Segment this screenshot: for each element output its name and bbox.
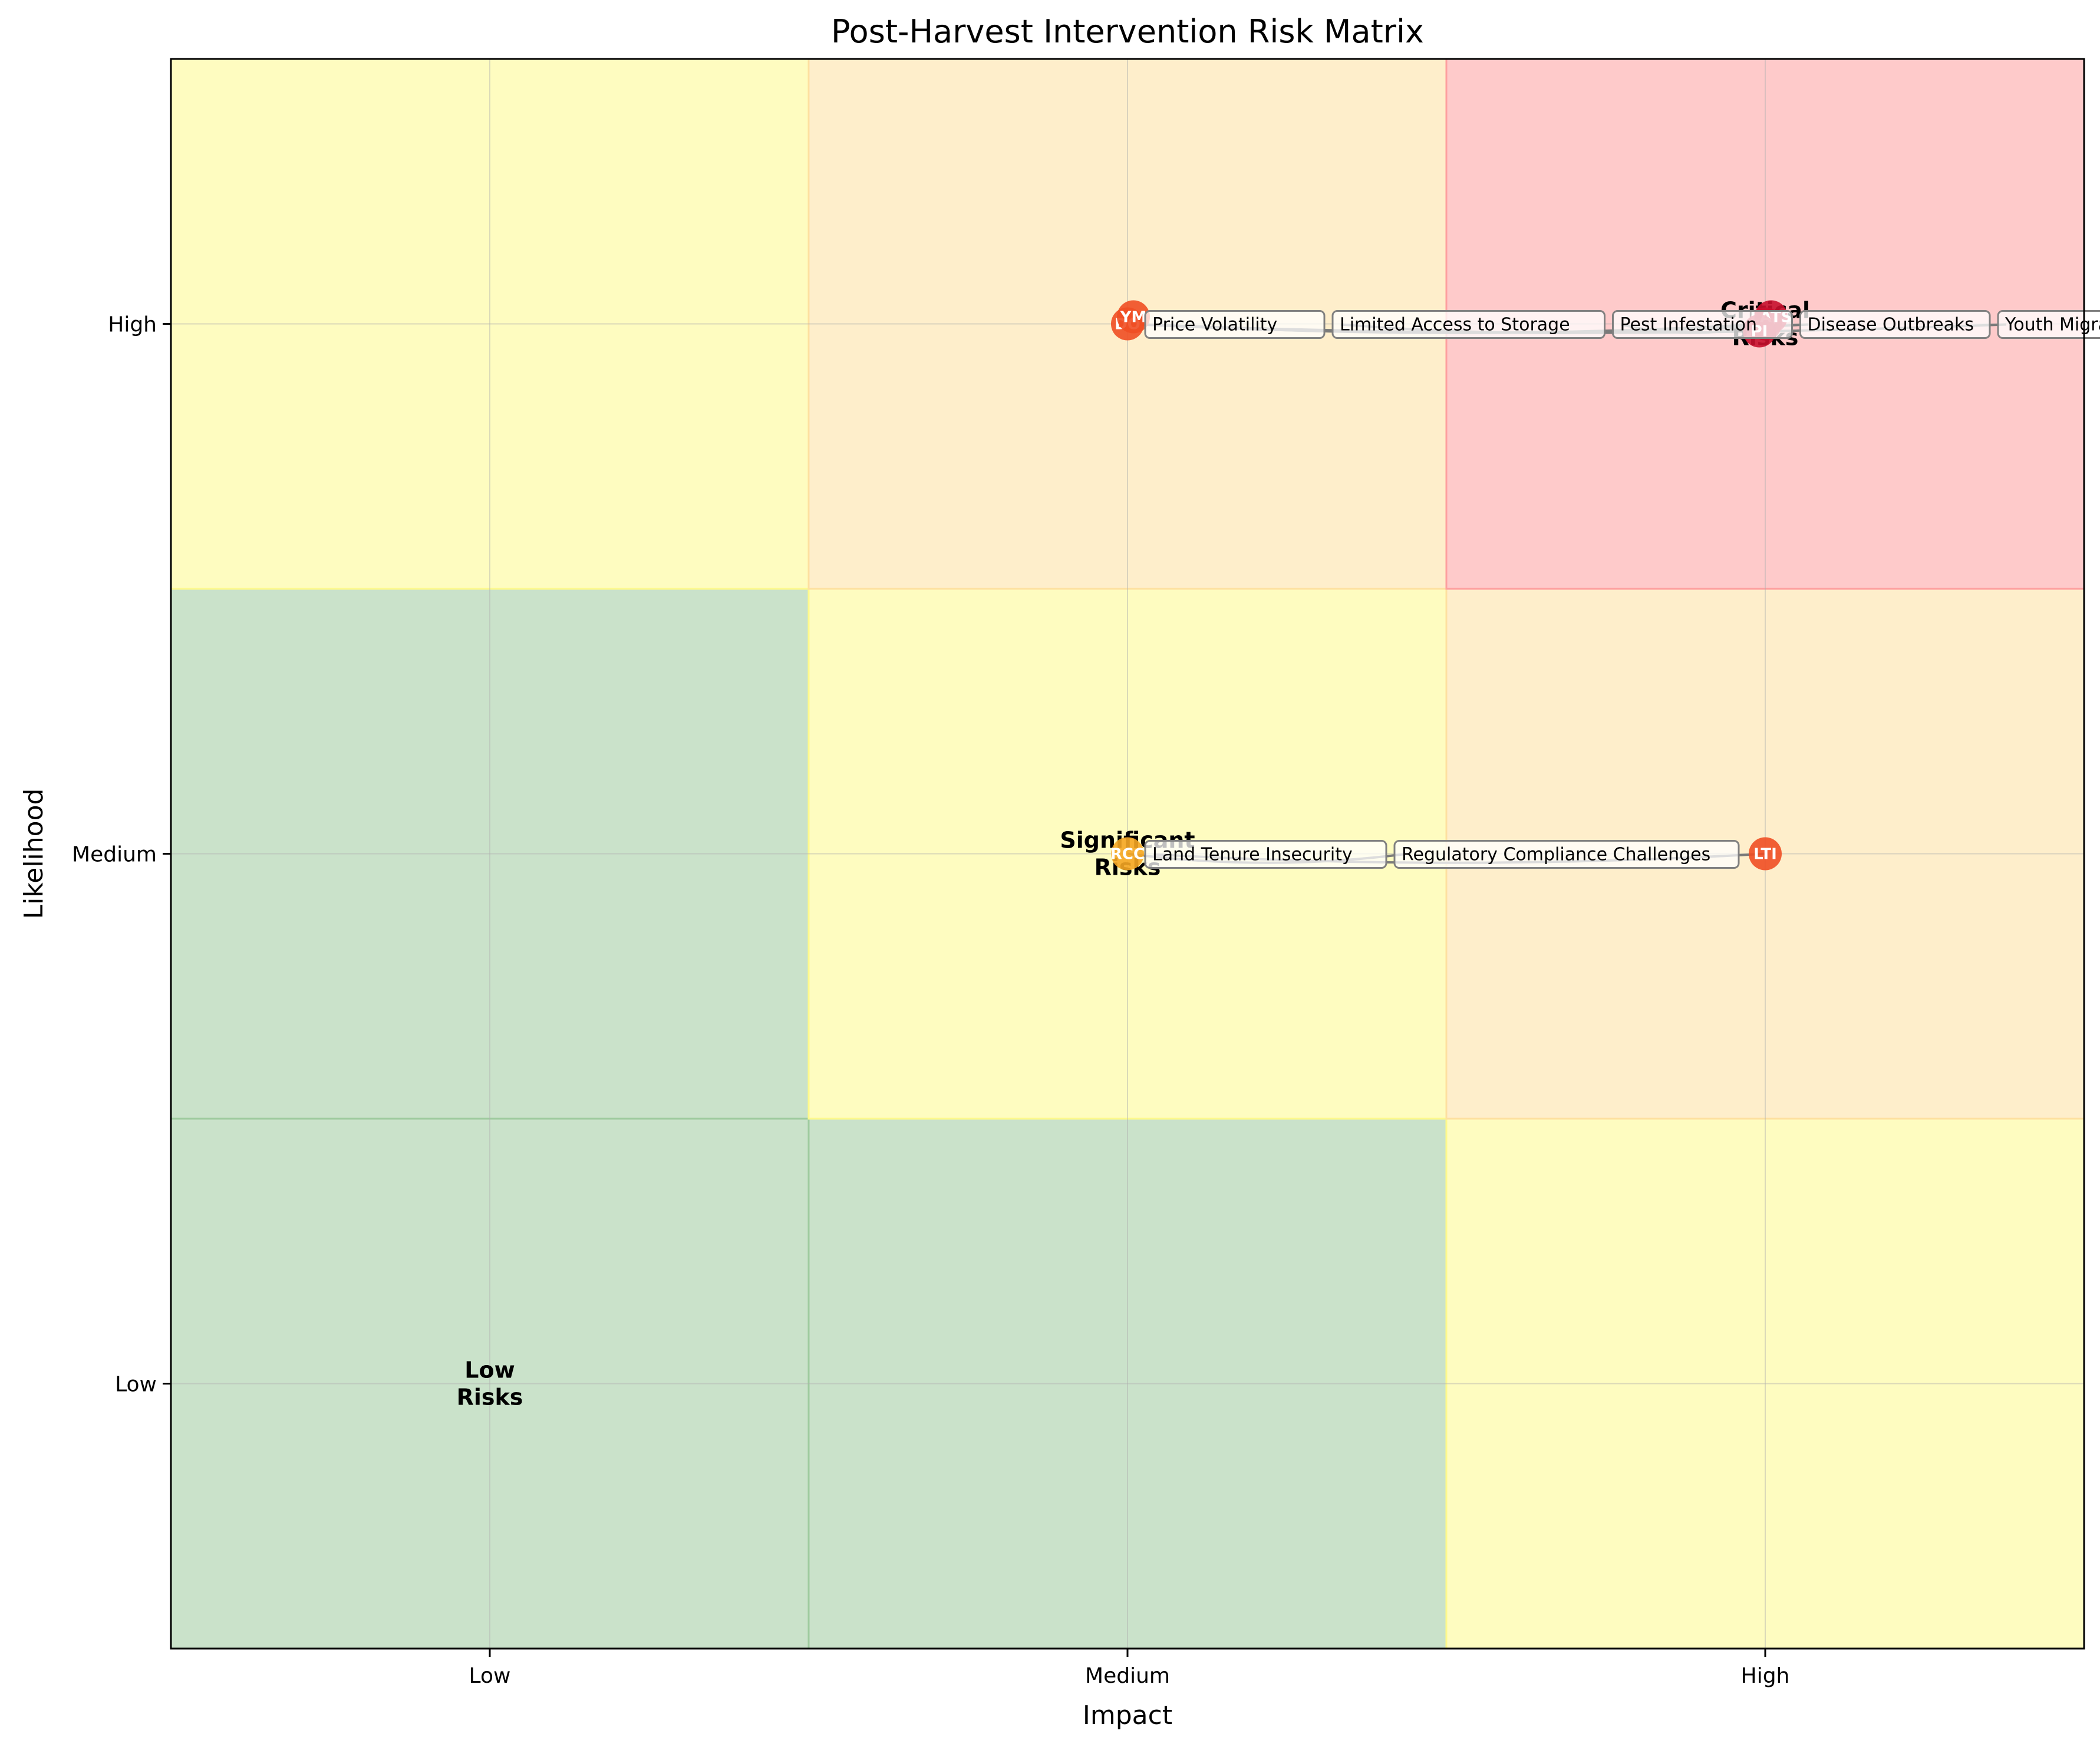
axis-ticks: Low Medium High Low Medium High: [72, 313, 1789, 1689]
risk-label-box: [1393, 840, 1740, 869]
risk-cell-i1-l3: [170, 58, 810, 590]
risk-label-box: [1799, 310, 1991, 339]
y-tick-label: High: [108, 313, 157, 337]
risk-marker-code: YM: [1120, 309, 1147, 327]
y-tick-label: Medium: [72, 843, 157, 867]
risk-marker-youth-migration: [1117, 300, 1150, 334]
x-tick-label: High: [1741, 1664, 1790, 1688]
risk-marker-code: LTI: [1753, 846, 1777, 863]
risk-label-box: [1331, 310, 1606, 339]
risk-label-pest-infestation: Pest Infestation: [1612, 310, 1793, 339]
risk-label-price-volatility: Price Volatility: [1144, 310, 1326, 339]
risk-label-text: Limited Access to Storage: [1340, 315, 1570, 335]
risk-label-box: [1997, 310, 2100, 339]
risk-cell-i1-l2: [170, 588, 810, 1120]
risk-label-text: Pest Infestation: [1620, 315, 1758, 335]
risk-label-text: Regulatory Compliance Challenges: [1402, 845, 1710, 865]
risk-marker-land-tenure-insecurity: [1749, 837, 1782, 871]
risk-label-disease-outbreaks: Disease Outbreaks: [1799, 310, 1991, 339]
risk-marker-code: RCC: [1110, 846, 1145, 863]
risk-label-text: Disease Outbreaks: [1808, 315, 1974, 335]
x-tick-label: Low: [469, 1664, 511, 1688]
risk-label-limited-access-to-storage: Limited Access to Storage: [1331, 310, 1606, 339]
risk-labels: Price Volatility Limited Access to Storag…: [1144, 310, 2100, 869]
x-tick-label: Medium: [1085, 1664, 1170, 1688]
risk-label-box: [1612, 310, 1793, 339]
risk-marker-regulatory-compliance-challenges: [1111, 837, 1144, 871]
x-axis-label: Impact: [1083, 1700, 1172, 1730]
zone-label-low-risks: Low Risks: [457, 1357, 523, 1410]
chart-title: Post-Harvest Intervention Risk Matrix: [831, 13, 1424, 50]
risk-label-box: [1144, 310, 1326, 339]
y-tick-label: Low: [115, 1373, 157, 1397]
risk-label-land-tenure-insecurity: Land Tenure Insecurity: [1144, 840, 1387, 869]
risk-cell-i3-l1: [1445, 1118, 2085, 1650]
risk-label-text: Youth Migration: [2005, 315, 2100, 335]
risk-cell-i1-l1: [170, 1118, 810, 1650]
risk-label-text: Price Volatility: [1152, 315, 1277, 335]
risk-label-box: [1144, 840, 1387, 869]
risk-label-text: Land Tenure Insecurity: [1152, 845, 1353, 865]
y-axis-label: Likelihood: [19, 789, 49, 919]
risk-label-regulatory-compliance-challenges: Regulatory Compliance Challenges: [1393, 840, 1740, 869]
